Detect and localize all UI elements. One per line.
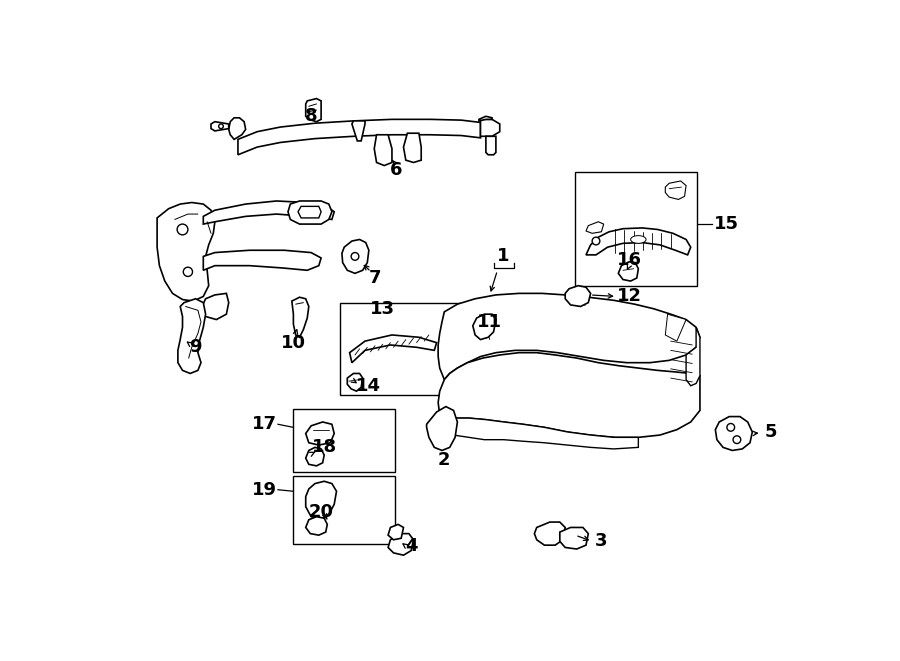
Polygon shape: [665, 314, 686, 341]
Circle shape: [177, 224, 188, 235]
Polygon shape: [565, 286, 590, 307]
Polygon shape: [403, 134, 421, 163]
Polygon shape: [586, 222, 604, 233]
Polygon shape: [352, 121, 365, 141]
Polygon shape: [229, 118, 246, 139]
Polygon shape: [427, 407, 457, 450]
Polygon shape: [203, 201, 334, 224]
Polygon shape: [178, 299, 205, 373]
Text: 1: 1: [498, 247, 509, 266]
Polygon shape: [203, 251, 321, 270]
Text: 8: 8: [305, 107, 318, 126]
Circle shape: [592, 237, 599, 245]
Polygon shape: [306, 447, 324, 466]
Polygon shape: [374, 135, 392, 165]
Polygon shape: [349, 335, 436, 363]
Text: 17: 17: [251, 415, 276, 433]
Polygon shape: [211, 122, 229, 131]
Polygon shape: [158, 202, 215, 301]
Polygon shape: [438, 293, 700, 379]
Polygon shape: [535, 522, 565, 545]
Polygon shape: [438, 353, 700, 438]
Text: 11: 11: [477, 313, 502, 331]
Polygon shape: [586, 228, 690, 255]
Polygon shape: [342, 239, 369, 274]
Polygon shape: [388, 533, 413, 555]
Circle shape: [351, 253, 359, 260]
Text: 20: 20: [309, 503, 334, 521]
Text: 4: 4: [405, 537, 418, 555]
Polygon shape: [472, 314, 496, 340]
Polygon shape: [201, 293, 229, 319]
Polygon shape: [306, 481, 337, 520]
Ellipse shape: [631, 235, 646, 243]
Circle shape: [727, 424, 734, 431]
Polygon shape: [292, 297, 309, 337]
Text: 5: 5: [764, 423, 777, 441]
Polygon shape: [306, 422, 334, 445]
Polygon shape: [479, 116, 492, 121]
Text: 19: 19: [251, 481, 276, 499]
Text: 10: 10: [281, 334, 306, 352]
Bar: [339, 303, 461, 395]
Polygon shape: [481, 120, 500, 136]
Polygon shape: [486, 136, 496, 155]
Polygon shape: [347, 373, 363, 391]
Text: 18: 18: [311, 438, 337, 455]
Polygon shape: [560, 527, 589, 549]
Polygon shape: [445, 418, 638, 449]
Text: 12: 12: [616, 288, 642, 305]
Circle shape: [184, 267, 193, 276]
Circle shape: [734, 436, 741, 444]
Bar: [575, 172, 697, 286]
Circle shape: [219, 124, 223, 129]
Text: 15: 15: [714, 215, 739, 233]
Text: 14: 14: [356, 377, 382, 395]
Bar: [293, 409, 395, 472]
Polygon shape: [618, 262, 638, 281]
Polygon shape: [306, 517, 328, 535]
Polygon shape: [306, 98, 321, 122]
Text: 3: 3: [595, 532, 608, 551]
Polygon shape: [238, 120, 481, 155]
Text: 7: 7: [369, 269, 382, 287]
Text: 13: 13: [370, 300, 395, 318]
Text: 6: 6: [390, 161, 402, 179]
Polygon shape: [716, 416, 752, 450]
Text: 9: 9: [189, 338, 202, 356]
Polygon shape: [288, 201, 332, 224]
Polygon shape: [686, 327, 700, 386]
Bar: [293, 476, 395, 543]
Polygon shape: [388, 524, 403, 540]
Text: 16: 16: [616, 251, 642, 269]
Text: 2: 2: [438, 451, 451, 469]
Polygon shape: [298, 206, 321, 218]
Polygon shape: [665, 181, 686, 200]
